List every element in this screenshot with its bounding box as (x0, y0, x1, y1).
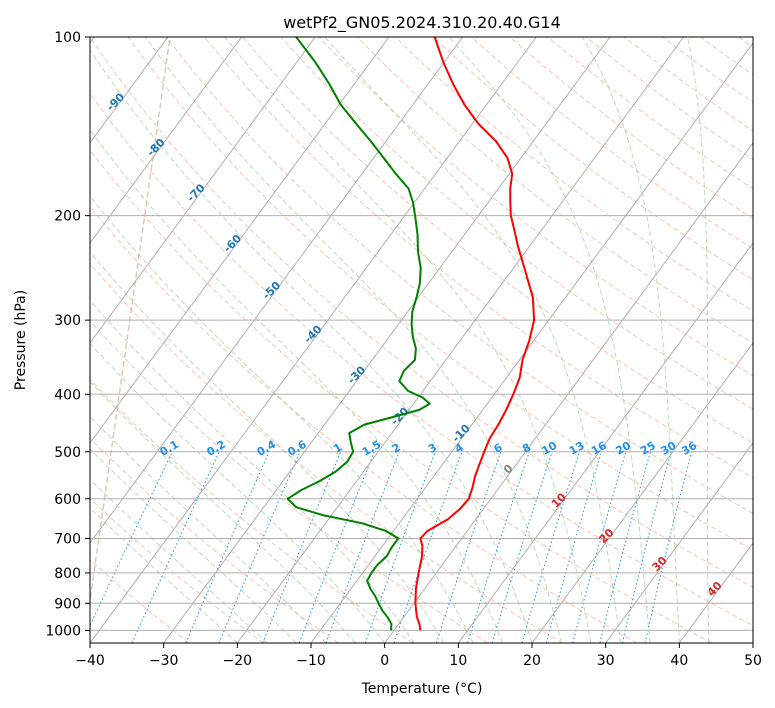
isotherm-line (163, 37, 611, 643)
sounding-series (286, 37, 536, 631)
mixing-ratio-line (435, 451, 502, 643)
grid-lines (90, 37, 753, 643)
dry-adiabat (127, 37, 753, 551)
mixing-ratio-line (599, 451, 651, 643)
dry-adiabat (90, 205, 638, 643)
x-axis-ticks: −40 −30 −20 −10 0 10 20 30 40 50 (75, 643, 762, 669)
isotherm-line (90, 37, 390, 444)
moist-adiabat (448, 37, 651, 643)
mixing-ratio-line (572, 451, 627, 643)
moist-adiabat (324, 37, 621, 643)
chart-title: wetPf2_GN05.2024.310.20.40.G14 (283, 13, 561, 33)
mixing-ratio-line (364, 451, 436, 643)
x-tick-label: −40 (75, 653, 105, 669)
mixing-ratio-line (545, 451, 602, 643)
mixing-ratio-line (621, 451, 672, 643)
dry-adiabat (90, 92, 753, 627)
x-tick-label: 20 (523, 653, 541, 669)
mixing-ratio-line (467, 451, 530, 643)
moist-adiabat (90, 381, 356, 643)
isotherm-line (90, 37, 243, 244)
dewpoint-line (286, 37, 431, 631)
isotherm-line (236, 37, 685, 643)
moist-adiabat (145, 37, 562, 643)
y-tick-label: 800 (54, 566, 81, 582)
y-tick-label: 500 (54, 445, 81, 461)
y-axis-ticks: 100 200 300 400 500 600 700 800 900 1000 (45, 30, 90, 639)
dry-adiabat (90, 262, 563, 643)
x-axis-title: Temperature (°C) (361, 681, 483, 697)
mixing-ratio-line (262, 451, 342, 643)
mixing-ratio-line (521, 451, 580, 643)
dry-adiabat (318, 37, 753, 377)
isotherm-line (310, 42, 753, 643)
moist-adiabat (90, 478, 268, 643)
moist-adiabat (90, 251, 445, 643)
dry-adiabat (90, 149, 712, 643)
mixing-ratio-line (218, 451, 301, 643)
isotherm-line (531, 342, 753, 643)
y-tick-label: 700 (54, 532, 81, 548)
dry-adiabat (165, 37, 753, 515)
mixing-ratio-line (185, 451, 270, 643)
moist-adiabat (581, 37, 680, 643)
x-tick-label: 50 (744, 653, 762, 669)
moist-adiabat (90, 415, 327, 643)
dry-adiabat (394, 37, 753, 312)
y-tick-label: 900 (54, 596, 81, 612)
isotherm-line (90, 37, 464, 544)
mixing-ratio-line (325, 451, 400, 643)
y-tick-label: 400 (54, 387, 81, 403)
plot-frame (89, 36, 754, 644)
y-axis-title: Pressure (hPa) (13, 290, 29, 390)
y-tick-label: 1000 (45, 623, 81, 639)
isotherm-line (384, 142, 753, 643)
x-tick-label: −10 (296, 653, 326, 669)
isotherm-line (457, 242, 753, 643)
dry-adiabat (90, 559, 190, 643)
x-tick-label: −30 (149, 653, 179, 669)
mixing-ratio-line (298, 451, 375, 643)
isotherm-line (605, 442, 753, 643)
dry-adiabat (90, 37, 753, 588)
isotherm-line (90, 37, 316, 344)
moist-adiabat (224, 37, 592, 643)
x-tick-label: 10 (449, 653, 467, 669)
y-tick-label: 100 (54, 30, 81, 46)
moist-adiabat (687, 37, 710, 643)
temperature-line (414, 37, 536, 631)
isotherm-line (90, 37, 537, 643)
y-tick-label: 200 (54, 209, 81, 225)
x-tick-label: 40 (670, 653, 688, 669)
isotherm-line (90, 37, 169, 144)
mixing-ratio-line (491, 451, 553, 643)
moist-adiabat (90, 195, 474, 643)
moist-adiabat (90, 299, 415, 643)
x-tick-label: 30 (597, 653, 615, 669)
moist-adiabat (90, 448, 297, 643)
moist-adiabat (90, 48, 533, 643)
y-tick-label: 300 (54, 313, 81, 329)
dry-adiabat (280, 37, 753, 410)
y-tick-label: 600 (54, 492, 81, 508)
x-tick-label: 0 (380, 653, 389, 669)
x-tick-label: −20 (223, 653, 253, 669)
moist-adiabat (90, 129, 503, 643)
